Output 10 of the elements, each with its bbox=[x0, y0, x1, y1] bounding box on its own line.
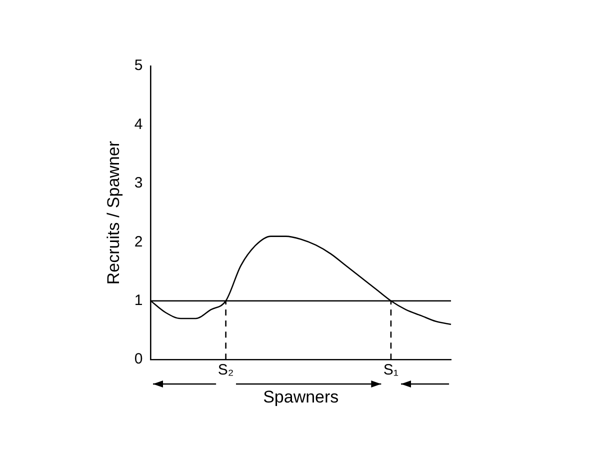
y-tick-label: 0 bbox=[134, 350, 143, 368]
y-tick-label: 2 bbox=[134, 233, 143, 250]
y-tick-label: 5 bbox=[134, 57, 143, 74]
y-tick-label: 3 bbox=[134, 174, 143, 192]
x-tick-label: S₂ bbox=[218, 362, 234, 379]
y-axis-title: Recruits / Spawner bbox=[104, 140, 123, 285]
x-axis-title: Spawners bbox=[263, 387, 339, 406]
y-tick-label: 1 bbox=[134, 292, 143, 310]
y-tick-label: 4 bbox=[134, 116, 143, 133]
x-tick-label: S₁ bbox=[383, 362, 398, 379]
